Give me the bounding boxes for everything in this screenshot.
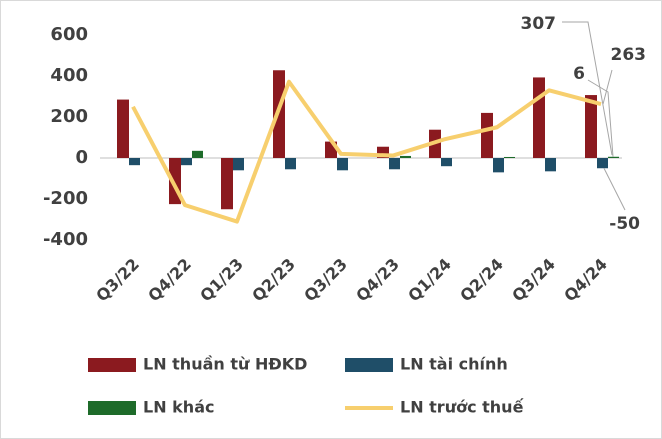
bar [481, 112, 493, 158]
bar [400, 155, 411, 158]
bar [597, 158, 608, 169]
bar [377, 146, 389, 158]
bar [533, 77, 545, 158]
bar [585, 95, 597, 158]
y-tick-label: 200 [50, 106, 88, 127]
bar [129, 158, 140, 166]
y-tick-label: 400 [50, 65, 88, 86]
leader-line [602, 69, 613, 105]
bar [545, 158, 556, 172]
bar [493, 158, 504, 173]
leader-line [603, 168, 626, 211]
data-label: 307 [521, 14, 557, 34]
bar [441, 158, 452, 167]
legend-label: LN trước thuế [400, 398, 525, 417]
line [131, 79, 602, 224]
bar [233, 158, 244, 171]
legend-label: LN thuần từ HĐKD [143, 355, 307, 374]
bar [117, 99, 129, 158]
y-tick-label: 600 [50, 24, 88, 45]
legend-swatch [88, 401, 136, 415]
leader-line [587, 79, 614, 157]
bar [337, 158, 348, 171]
data-label: 263 [611, 45, 647, 65]
bar [181, 158, 192, 166]
legend-swatch [345, 358, 393, 372]
legend-swatch [88, 358, 136, 372]
bar [389, 158, 400, 170]
y-tick-label: -200 [43, 188, 88, 209]
y-tick-label: 0 [75, 147, 88, 168]
data-label: 6 [573, 64, 585, 84]
leader-line [562, 21, 613, 156]
bar [285, 158, 296, 170]
bar [192, 150, 203, 158]
legend-label: LN tài chính [400, 355, 508, 374]
bar [608, 156, 619, 158]
legend-label: LN khác [143, 398, 214, 417]
bar [504, 156, 515, 158]
bar [221, 158, 233, 210]
y-tick-label: -400 [43, 229, 88, 250]
data-label: -50 [609, 214, 640, 234]
